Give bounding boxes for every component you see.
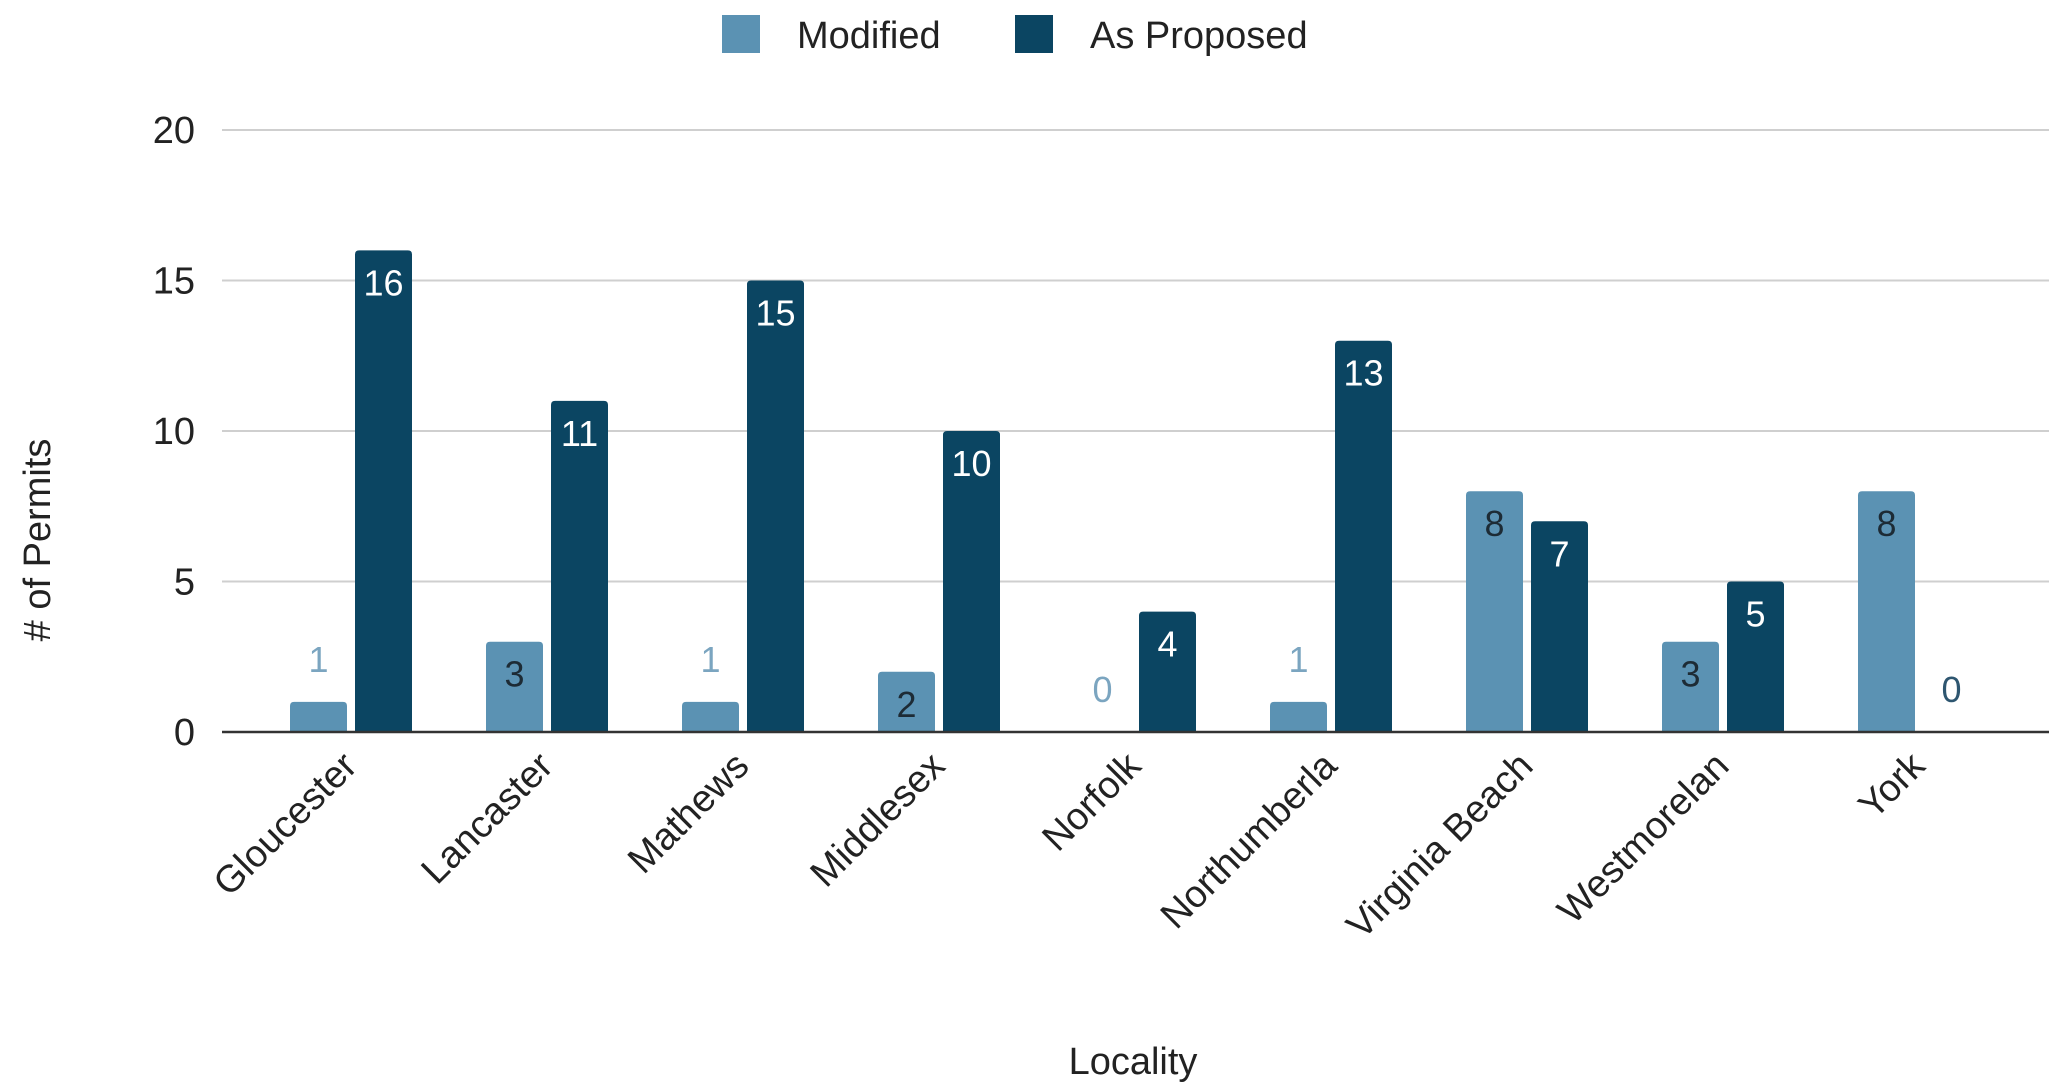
legend-swatch-modified [722,15,760,53]
x-tick-label-mathews: Mathews [620,745,757,882]
data-label-as-proposed-mathews: 15 [755,293,795,334]
data-label-as-proposed-northumberla: 13 [1343,353,1383,394]
data-label-modified-gloucester: 1 [308,639,328,680]
bar-as-proposed-northumberla [1335,340,1392,732]
legend-label-modified: Modified [797,15,941,57]
bar-modified-middlesex [878,671,935,732]
y-tick-label-20: 20 [153,110,195,152]
data-label-as-proposed-york: 0 [1941,669,1961,710]
x-tick-label-york: York [1851,744,1934,827]
data-label-as-proposed-gloucester: 16 [363,262,403,303]
legend-label-as-proposed: As Proposed [1090,15,1308,57]
data-label-modified-norfolk: 0 [1092,669,1112,710]
y-tick-label-5: 5 [174,562,195,604]
bar-modified-mathews [682,701,739,732]
gridlines [222,129,2049,583]
x-tick-label-lancaster: Lancaster [414,744,562,892]
data-label-modified-york: 8 [1876,503,1896,544]
x-tick-label-virginia-beach: Virginia Beach [1339,745,1541,947]
data-label-modified-westmorelan: 3 [1680,654,1700,695]
bars [290,250,1915,732]
bar-as-proposed-middlesex [943,431,1000,732]
bar-as-proposed-westmorelan [1727,581,1784,732]
x-tick-label-westmorelan: Westmorelan [1550,745,1738,933]
legend: Modified As Proposed [722,15,1308,57]
x-axis-title: Locality [1069,1041,1198,1083]
y-axis-title: # of Permits [17,439,59,642]
y-tick-label-10: 10 [153,411,195,453]
x-tick-label-gloucester: Gloucester [206,744,366,904]
y-tick-label-0: 0 [174,712,195,754]
bar-as-proposed-norfolk [1139,611,1196,732]
bar-modified-gloucester [290,701,347,732]
bar-as-proposed-virginia-beach [1531,521,1588,732]
bar-modified-york [1858,491,1915,732]
data-label-modified-mathews: 1 [700,639,720,680]
bar-as-proposed-gloucester [355,250,412,732]
x-tick-label-northumberla: Northumberla [1153,744,1346,937]
bar-modified-northumberla [1270,701,1327,732]
data-label-as-proposed-lancaster: 11 [561,413,598,454]
data-label-as-proposed-westmorelan: 5 [1745,594,1765,635]
data-label-modified-virginia-beach: 8 [1484,503,1504,544]
bar-modified-virginia-beach [1466,491,1523,732]
legend-swatch-as-proposed [1015,15,1053,53]
y-tick-label-15: 15 [153,261,195,303]
bar-as-proposed-mathews [747,280,804,732]
x-tick-label-norfolk: Norfolk [1035,744,1151,860]
data-label-modified-lancaster: 3 [504,654,524,695]
bar-as-proposed-lancaster [551,400,608,732]
x-tick-label-middlesex: Middlesex [803,745,954,896]
bar-modified-westmorelan [1662,641,1719,732]
data-label-as-proposed-norfolk: 4 [1157,624,1177,665]
data-label-modified-middlesex: 2 [896,684,916,725]
x-axis-ticks: Gloucester Lancaster Mathews Middlesex Norfo… [206,744,1934,947]
bar-modified-lancaster [486,641,543,732]
data-label-modified-northumberla: 1 [1288,639,1308,680]
data-label-as-proposed-virginia-beach: 7 [1549,533,1569,574]
y-axis-ticks: 0 5 10 15 20 [153,110,195,754]
data-label-as-proposed-middlesex: 10 [951,443,991,484]
